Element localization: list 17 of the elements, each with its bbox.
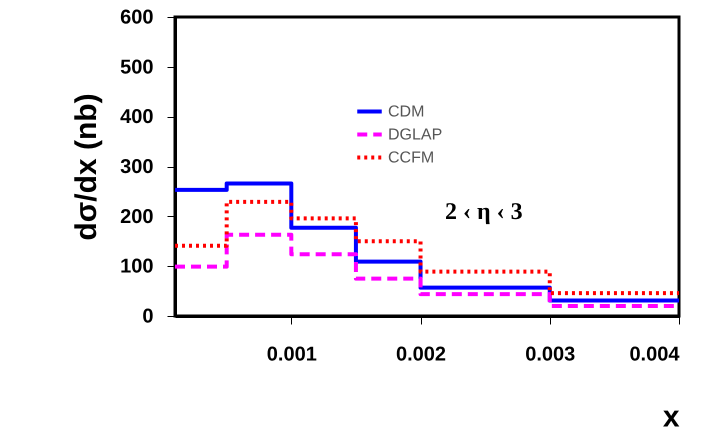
y-tick-label: 600	[120, 6, 154, 28]
y-tick-label: 400	[120, 106, 154, 128]
legend-label: CCFM	[388, 150, 434, 166]
x-tick-label: 0.002	[396, 344, 446, 366]
x-tick-label: 0.001	[266, 344, 317, 366]
y-tick-label: 300	[120, 156, 154, 178]
y-tick-label: 500	[120, 56, 154, 78]
x-axis-title: x	[662, 400, 680, 434]
y-tick-label: 0	[142, 306, 154, 328]
y-tick-label: 200	[120, 206, 154, 228]
y-axis-title: dσ/dx (nb)	[70, 93, 104, 241]
legend-label: DGLAP	[388, 126, 442, 144]
y-tick-label: 100	[120, 256, 154, 278]
x-tick-label: 0.003	[525, 344, 576, 366]
annotation: 2 ‹ η ‹ 3	[445, 199, 523, 225]
legend-label: CDM	[388, 104, 424, 120]
x-tick-label: 0.004	[629, 344, 680, 366]
